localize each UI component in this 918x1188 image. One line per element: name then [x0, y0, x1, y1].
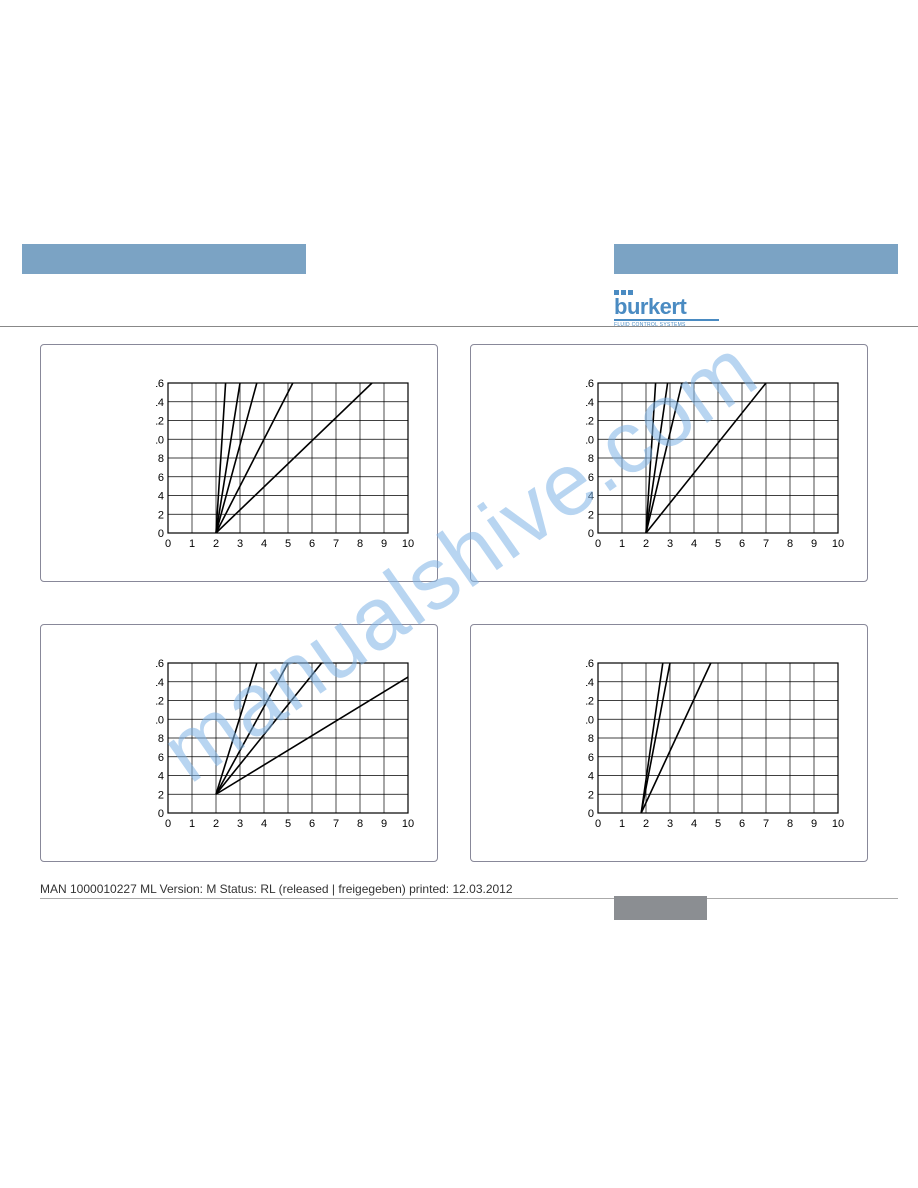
svg-text:4: 4 — [158, 771, 164, 783]
svg-text:9: 9 — [811, 538, 817, 550]
svg-text:7: 7 — [763, 818, 769, 830]
svg-text:8: 8 — [158, 453, 164, 465]
svg-text:1: 1 — [619, 538, 625, 550]
svg-text:12: 12 — [156, 416, 164, 428]
svg-text:2: 2 — [588, 509, 594, 521]
svg-text:10: 10 — [156, 434, 164, 446]
svg-text:16: 16 — [156, 658, 164, 670]
svg-text:2: 2 — [643, 538, 649, 550]
svg-text:5: 5 — [715, 538, 721, 550]
header-divider — [0, 326, 918, 327]
svg-text:9: 9 — [811, 818, 817, 830]
svg-text:8: 8 — [357, 818, 363, 830]
svg-text:6: 6 — [158, 752, 164, 764]
svg-text:6: 6 — [739, 818, 745, 830]
svg-text:14: 14 — [156, 397, 164, 409]
svg-text:12: 12 — [586, 416, 594, 428]
svg-text:4: 4 — [691, 538, 697, 550]
chart-1: 0123456789100246810121416 — [156, 375, 416, 555]
svg-text:6: 6 — [309, 538, 315, 550]
chart-4: 0123456789100246810121416 — [586, 655, 846, 835]
svg-text:10: 10 — [156, 714, 164, 726]
document-page: burkert FLUID CONTROL SYSTEMS manualshiv… — [0, 0, 918, 1188]
svg-text:14: 14 — [156, 677, 164, 689]
svg-text:1: 1 — [189, 818, 195, 830]
svg-text:9: 9 — [381, 538, 387, 550]
svg-text:2: 2 — [158, 789, 164, 801]
svg-text:4: 4 — [261, 818, 267, 830]
chart-panel-2: 0123456789100246810121416 — [470, 344, 868, 582]
svg-text:0: 0 — [588, 528, 594, 540]
svg-text:8: 8 — [357, 538, 363, 550]
svg-text:10: 10 — [402, 818, 414, 830]
svg-text:5: 5 — [715, 818, 721, 830]
svg-text:0: 0 — [588, 808, 594, 820]
header-bar-left — [22, 244, 306, 274]
svg-text:2: 2 — [588, 789, 594, 801]
svg-text:4: 4 — [158, 491, 164, 503]
svg-text:8: 8 — [588, 453, 594, 465]
svg-text:2: 2 — [213, 818, 219, 830]
svg-text:1: 1 — [619, 818, 625, 830]
svg-text:4: 4 — [691, 818, 697, 830]
page-number-box — [614, 896, 707, 920]
svg-text:10: 10 — [586, 714, 594, 726]
svg-text:8: 8 — [588, 733, 594, 745]
svg-text:0: 0 — [165, 538, 171, 550]
svg-text:4: 4 — [588, 491, 594, 503]
chart-panel-1: 0123456789100246810121416 — [40, 344, 438, 582]
svg-text:8: 8 — [787, 538, 793, 550]
svg-text:6: 6 — [588, 752, 594, 764]
svg-text:3: 3 — [237, 818, 243, 830]
svg-text:16: 16 — [156, 378, 164, 390]
chart-panel-4: 0123456789100246810121416 — [470, 624, 868, 862]
svg-text:10: 10 — [402, 538, 414, 550]
svg-text:10: 10 — [586, 434, 594, 446]
svg-text:6: 6 — [739, 538, 745, 550]
svg-text:9: 9 — [381, 818, 387, 830]
logo-text: burkert — [614, 296, 719, 321]
svg-text:4: 4 — [261, 538, 267, 550]
svg-text:0: 0 — [158, 808, 164, 820]
svg-text:12: 12 — [156, 696, 164, 708]
svg-text:0: 0 — [165, 818, 171, 830]
chart-3: 0123456789100246810121416 — [156, 655, 416, 835]
footer-divider — [40, 898, 898, 899]
svg-text:2: 2 — [158, 509, 164, 521]
svg-text:8: 8 — [158, 733, 164, 745]
svg-text:14: 14 — [586, 677, 594, 689]
svg-text:12: 12 — [586, 696, 594, 708]
footer-meta: MAN 1000010227 ML Version: M Status: RL … — [40, 882, 513, 896]
svg-text:4: 4 — [588, 771, 594, 783]
svg-text:0: 0 — [158, 528, 164, 540]
svg-text:10: 10 — [832, 818, 844, 830]
chart-2: 0123456789100246810121416 — [586, 375, 846, 555]
svg-text:1: 1 — [189, 538, 195, 550]
logo-subtitle: FLUID CONTROL SYSTEMS — [614, 322, 719, 328]
svg-text:3: 3 — [667, 818, 673, 830]
svg-text:0: 0 — [595, 818, 601, 830]
svg-text:5: 5 — [285, 538, 291, 550]
svg-text:2: 2 — [643, 818, 649, 830]
svg-text:7: 7 — [763, 538, 769, 550]
svg-text:0: 0 — [595, 538, 601, 550]
svg-text:3: 3 — [667, 538, 673, 550]
svg-text:7: 7 — [333, 538, 339, 550]
svg-text:16: 16 — [586, 658, 594, 670]
svg-text:16: 16 — [586, 378, 594, 390]
svg-text:5: 5 — [285, 818, 291, 830]
svg-text:6: 6 — [588, 472, 594, 484]
svg-text:2: 2 — [213, 538, 219, 550]
svg-text:8: 8 — [787, 818, 793, 830]
chart-panel-3: 0123456789100246810121416 — [40, 624, 438, 862]
svg-text:3: 3 — [237, 538, 243, 550]
burkert-logo: burkert FLUID CONTROL SYSTEMS — [614, 290, 719, 328]
svg-text:7: 7 — [333, 818, 339, 830]
header-bar-right — [614, 244, 898, 274]
svg-text:6: 6 — [309, 818, 315, 830]
svg-text:14: 14 — [586, 397, 594, 409]
svg-text:6: 6 — [158, 472, 164, 484]
svg-text:10: 10 — [832, 538, 844, 550]
